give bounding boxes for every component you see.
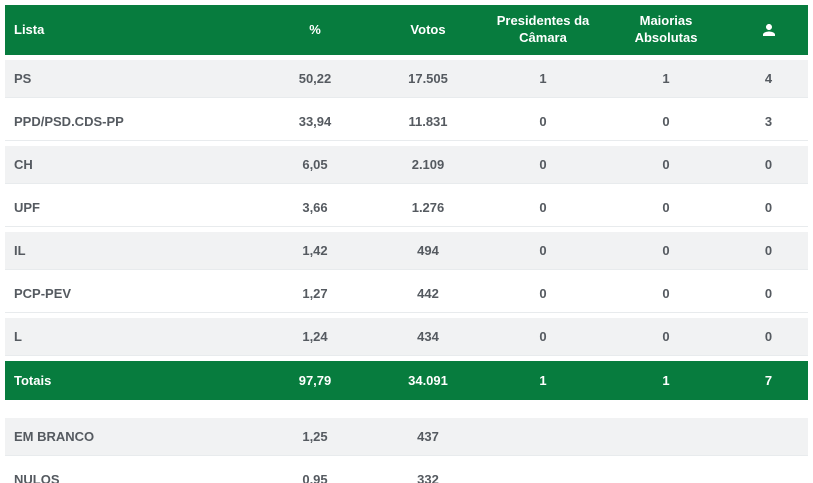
- spacer-row: [5, 405, 808, 413]
- maiorias-cell: 0: [603, 103, 729, 141]
- lista-cell: PS: [5, 60, 257, 98]
- totals-label: Totais: [5, 361, 257, 400]
- maiorias-cell: 0: [603, 146, 729, 184]
- column-header-votos: Votos: [373, 5, 483, 55]
- column-header-mandatos: [729, 5, 808, 55]
- totals-section: Totais 97,79 34.091 1 1 7: [5, 361, 808, 400]
- maiorias-cell: 1: [603, 60, 729, 98]
- table-row: PCP-PEV 1,27 442 0 0 0: [5, 275, 808, 313]
- presidentes-cell: [483, 418, 603, 456]
- table-row: PPD/PSD.CDS-PP 33,94 11.831 0 0 3: [5, 103, 808, 141]
- lista-cell: IL: [5, 232, 257, 270]
- lista-cell: UPF: [5, 189, 257, 227]
- presidentes-cell: 0: [483, 103, 603, 141]
- mandatos-cell: 0: [729, 232, 808, 270]
- table-header-row: Lista % Votos Presidentes da Câmara Maio…: [5, 5, 808, 55]
- votos-cell: 434: [373, 318, 483, 356]
- election-results-table: Lista % Votos Presidentes da Câmara Maio…: [5, 0, 808, 483]
- mandatos-cell: 0: [729, 275, 808, 313]
- totals-pct-cell: 97,79: [257, 361, 373, 400]
- presidentes-cell: [483, 461, 603, 483]
- totals-presidentes-cell: 1: [483, 361, 603, 400]
- maiorias-cell: [603, 461, 729, 483]
- pct-cell: 3,66: [257, 189, 373, 227]
- votos-cell: 494: [373, 232, 483, 270]
- mandatos-cell: 4: [729, 60, 808, 98]
- pct-cell: 6,05: [257, 146, 373, 184]
- table-row: NULOS 0,95 332: [5, 461, 808, 483]
- totals-mandatos-cell: 7: [729, 361, 808, 400]
- column-header-maiorias: Maiorias Absolutas: [603, 5, 729, 55]
- pct-cell: 1,24: [257, 318, 373, 356]
- totals-votos-cell: 34.091: [373, 361, 483, 400]
- table-header: Lista % Votos Presidentes da Câmara Maio…: [5, 5, 808, 55]
- pct-cell: 50,22: [257, 60, 373, 98]
- lista-cell: PPD/PSD.CDS-PP: [5, 103, 257, 141]
- maiorias-cell: 0: [603, 232, 729, 270]
- table-row: L 1,24 434 0 0 0: [5, 318, 808, 356]
- votos-cell: 332: [373, 461, 483, 483]
- votos-cell: 1.276: [373, 189, 483, 227]
- table-row: PS 50,22 17.505 1 1 4: [5, 60, 808, 98]
- votos-cell: 11.831: [373, 103, 483, 141]
- votos-cell: 2.109: [373, 146, 483, 184]
- column-header-percent: %: [257, 5, 373, 55]
- pct-cell: 0,95: [257, 461, 373, 483]
- votos-cell: 442: [373, 275, 483, 313]
- maiorias-cell: 0: [603, 189, 729, 227]
- lista-cell: PCP-PEV: [5, 275, 257, 313]
- mandatos-cell: 0: [729, 318, 808, 356]
- votos-cell: 17.505: [373, 60, 483, 98]
- totals-maiorias-cell: 1: [603, 361, 729, 400]
- mandatos-cell: [729, 461, 808, 483]
- pct-cell: 33,94: [257, 103, 373, 141]
- spacer-section: [5, 405, 808, 413]
- presidentes-cell: 1: [483, 60, 603, 98]
- mandatos-cell: 0: [729, 146, 808, 184]
- maiorias-cell: 0: [603, 318, 729, 356]
- lista-cell: CH: [5, 146, 257, 184]
- table-row: UPF 3,66 1.276 0 0 0: [5, 189, 808, 227]
- lista-cell: NULOS: [5, 461, 257, 483]
- mandatos-cell: 3: [729, 103, 808, 141]
- lista-cell: L: [5, 318, 257, 356]
- presidentes-cell: 0: [483, 146, 603, 184]
- votos-cell: 437: [373, 418, 483, 456]
- table-row: EM BRANCO 1,25 437: [5, 418, 808, 456]
- presidentes-cell: 0: [483, 232, 603, 270]
- spacer-cell: [5, 405, 808, 413]
- presidentes-cell: 0: [483, 189, 603, 227]
- presidentes-cell: 0: [483, 318, 603, 356]
- person-icon: [762, 24, 775, 36]
- pct-cell: 1,25: [257, 418, 373, 456]
- table-row: IL 1,42 494 0 0 0: [5, 232, 808, 270]
- pct-cell: 1,27: [257, 275, 373, 313]
- maiorias-cell: [603, 418, 729, 456]
- column-header-lista: Lista: [5, 5, 257, 55]
- mandatos-cell: 0: [729, 189, 808, 227]
- blank-null-rows-section: EM BRANCO 1,25 437 NULOS 0,95 332: [5, 418, 808, 483]
- mandatos-cell: [729, 418, 808, 456]
- lista-cell: EM BRANCO: [5, 418, 257, 456]
- pct-cell: 1,42: [257, 232, 373, 270]
- column-header-presidentes: Presidentes da Câmara: [483, 5, 603, 55]
- totals-row: Totais 97,79 34.091 1 1 7: [5, 361, 808, 400]
- party-rows-section: PS 50,22 17.505 1 1 4 PPD/PSD.CDS-PP 33,94 11.83…: [5, 60, 808, 356]
- presidentes-cell: 0: [483, 275, 603, 313]
- table-row: CH 6,05 2.109 0 0 0: [5, 146, 808, 184]
- maiorias-cell: 0: [603, 275, 729, 313]
